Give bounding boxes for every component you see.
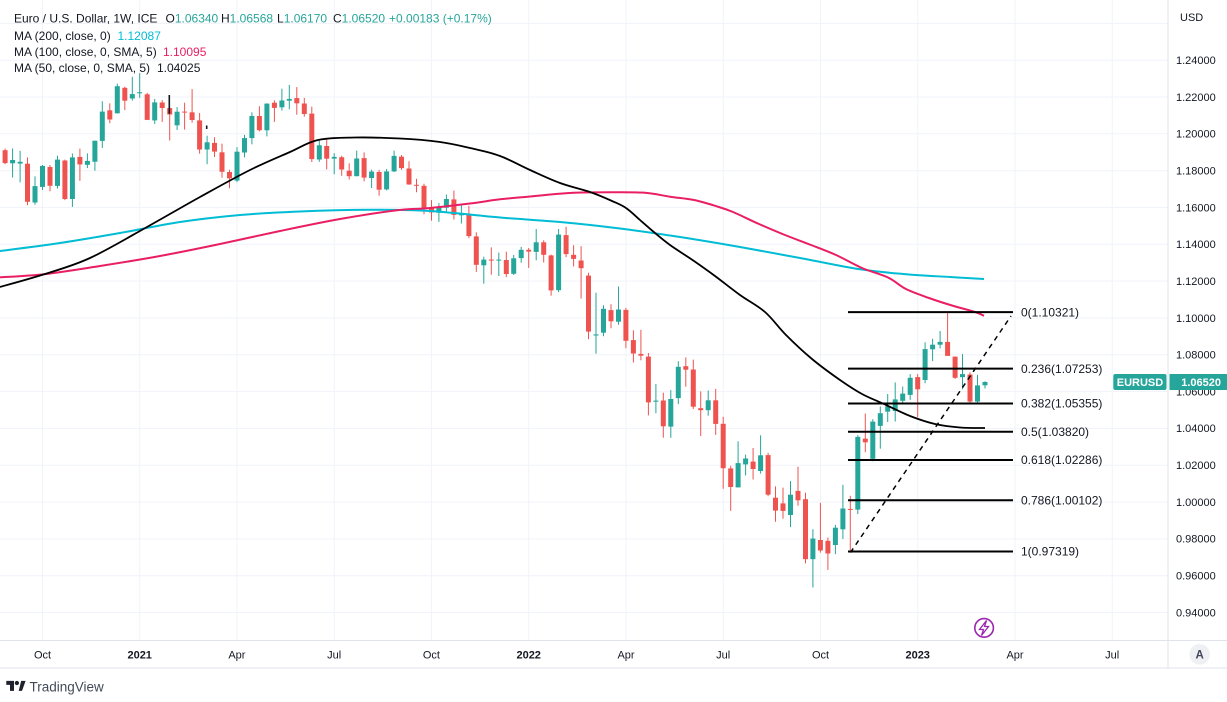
svg-text:Oct: Oct (812, 650, 829, 662)
svg-text:0.98000: 0.98000 (1176, 534, 1216, 546)
svg-text:1.18000: 1.18000 (1176, 166, 1216, 178)
svg-text:1.10000: 1.10000 (1176, 313, 1216, 325)
svg-text:Apr: Apr (617, 650, 634, 662)
svg-text:Euro / U.S. Dollar, 1W, ICE: Euro / U.S. Dollar, 1W, ICE (14, 12, 157, 26)
svg-text:TradingView: TradingView (30, 680, 105, 695)
svg-text:Jul: Jul (1105, 650, 1119, 662)
svg-text:Jul: Jul (716, 650, 730, 662)
svg-text:0(1.10321): 0(1.10321) (1021, 305, 1079, 319)
svg-text:Apr: Apr (1006, 650, 1023, 662)
svg-text:1.00000: 1.00000 (1176, 497, 1216, 509)
svg-text:MA (100, close, 0, SMA, 5): MA (100, close, 0, SMA, 5) (14, 45, 157, 59)
svg-text:MA (200, close, 0): MA (200, close, 0) (14, 29, 111, 43)
svg-text:Oct: Oct (34, 650, 51, 662)
svg-text:1.04025: 1.04025 (157, 61, 201, 75)
svg-text:1.12087: 1.12087 (118, 29, 162, 43)
svg-text:1.12000: 1.12000 (1176, 276, 1216, 288)
svg-text:L1.06170: L1.06170 (277, 12, 327, 26)
svg-text:USD: USD (1180, 12, 1203, 24)
svg-text:Oct: Oct (423, 650, 440, 662)
svg-text:1.08000: 1.08000 (1176, 350, 1216, 362)
svg-text:1.24000: 1.24000 (1176, 55, 1216, 67)
svg-text:1.14000: 1.14000 (1176, 239, 1216, 251)
svg-text:1.04000: 1.04000 (1176, 423, 1216, 435)
svg-text:1.20000: 1.20000 (1176, 129, 1216, 141)
svg-text:+0.00183 (+0.17%): +0.00183 (+0.17%) (389, 12, 492, 26)
svg-text:1.16000: 1.16000 (1176, 202, 1216, 214)
svg-text:EURUSD: EURUSD (1117, 377, 1164, 389)
svg-text:0.94000: 0.94000 (1176, 607, 1216, 619)
svg-text:0.96000: 0.96000 (1176, 571, 1216, 583)
svg-text:A: A (1196, 650, 1204, 662)
svg-text:Apr: Apr (228, 650, 245, 662)
svg-text:C1.06520: C1.06520 (333, 12, 385, 26)
svg-text:0.618(1.02286): 0.618(1.02286) (1021, 453, 1102, 467)
svg-text:Jul: Jul (327, 650, 341, 662)
svg-text:0.382(1.05355): 0.382(1.05355) (1021, 397, 1102, 411)
svg-text:1.10095: 1.10095 (163, 45, 207, 59)
svg-text:O1.06340: O1.06340 (166, 12, 219, 26)
svg-text:0.236(1.07253): 0.236(1.07253) (1021, 362, 1102, 376)
svg-text:2021: 2021 (127, 650, 151, 662)
svg-text:2023: 2023 (905, 650, 929, 662)
svg-text:0.786(1.00102): 0.786(1.00102) (1021, 493, 1102, 507)
svg-text:1(0.97319): 1(0.97319) (1021, 545, 1079, 559)
svg-text:1.06520: 1.06520 (1181, 377, 1221, 389)
svg-text:1.22000: 1.22000 (1176, 92, 1216, 104)
svg-text:2022: 2022 (516, 650, 540, 662)
svg-text:H1.06568: H1.06568 (221, 12, 273, 26)
svg-text:0.5(1.03820): 0.5(1.03820) (1021, 425, 1089, 439)
svg-text:MA (50, close, 0, SMA, 5): MA (50, close, 0, SMA, 5) (14, 61, 150, 75)
svg-text:1.02000: 1.02000 (1176, 460, 1216, 472)
